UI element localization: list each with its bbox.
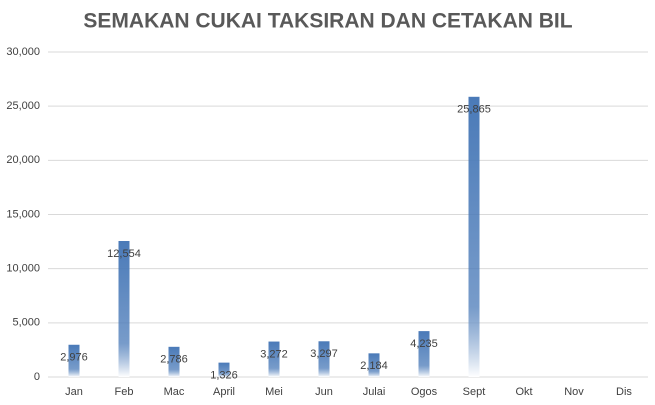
y-tick-label: 25,000 [6, 100, 40, 112]
x-tick-label: April [213, 386, 235, 398]
y-tick-label: 10,000 [6, 263, 40, 275]
data-label: 2,184 [360, 360, 388, 372]
data-label: 2,976 [60, 352, 88, 364]
x-tick-label: Julai [363, 386, 386, 398]
bar [268, 341, 280, 377]
bar [218, 362, 230, 377]
data-label: 4,235 [410, 338, 438, 350]
x-tick-label: Jun [315, 386, 333, 398]
bar [418, 331, 430, 377]
y-tick-label: 20,000 [6, 154, 40, 166]
bar [118, 240, 130, 377]
bar [318, 341, 330, 377]
data-label: 1,326 [210, 370, 238, 382]
data-label: 3,297 [310, 348, 338, 360]
bar [68, 344, 80, 377]
y-tick-label: 0 [34, 371, 40, 383]
x-tick-label: Ogos [411, 386, 438, 398]
x-tick-label: Mac [164, 386, 185, 398]
x-tick-label: Okt [515, 386, 532, 398]
y-tick-label: 5,000 [12, 317, 40, 329]
bar [368, 353, 380, 377]
bar [468, 96, 480, 377]
data-label: 2,786 [160, 354, 188, 366]
x-tick-label: Dis [616, 386, 632, 398]
x-tick-label: Sept [463, 386, 486, 398]
x-tick-label: Mei [265, 386, 283, 398]
data-label: 3,272 [260, 348, 288, 360]
x-tick-label: Nov [564, 386, 584, 398]
y-tick-label: 15,000 [6, 208, 40, 220]
y-tick-label: 30,000 [6, 46, 40, 58]
bar [168, 346, 180, 377]
data-label: 12,554 [107, 248, 141, 260]
chart-title: SEMAKAN CUKAI TAKSIRAN DAN CETAKAN BIL [83, 10, 572, 33]
x-tick-label: Feb [115, 386, 134, 398]
data-label: 25,865 [457, 104, 491, 116]
x-tick-label: Jan [65, 386, 83, 398]
